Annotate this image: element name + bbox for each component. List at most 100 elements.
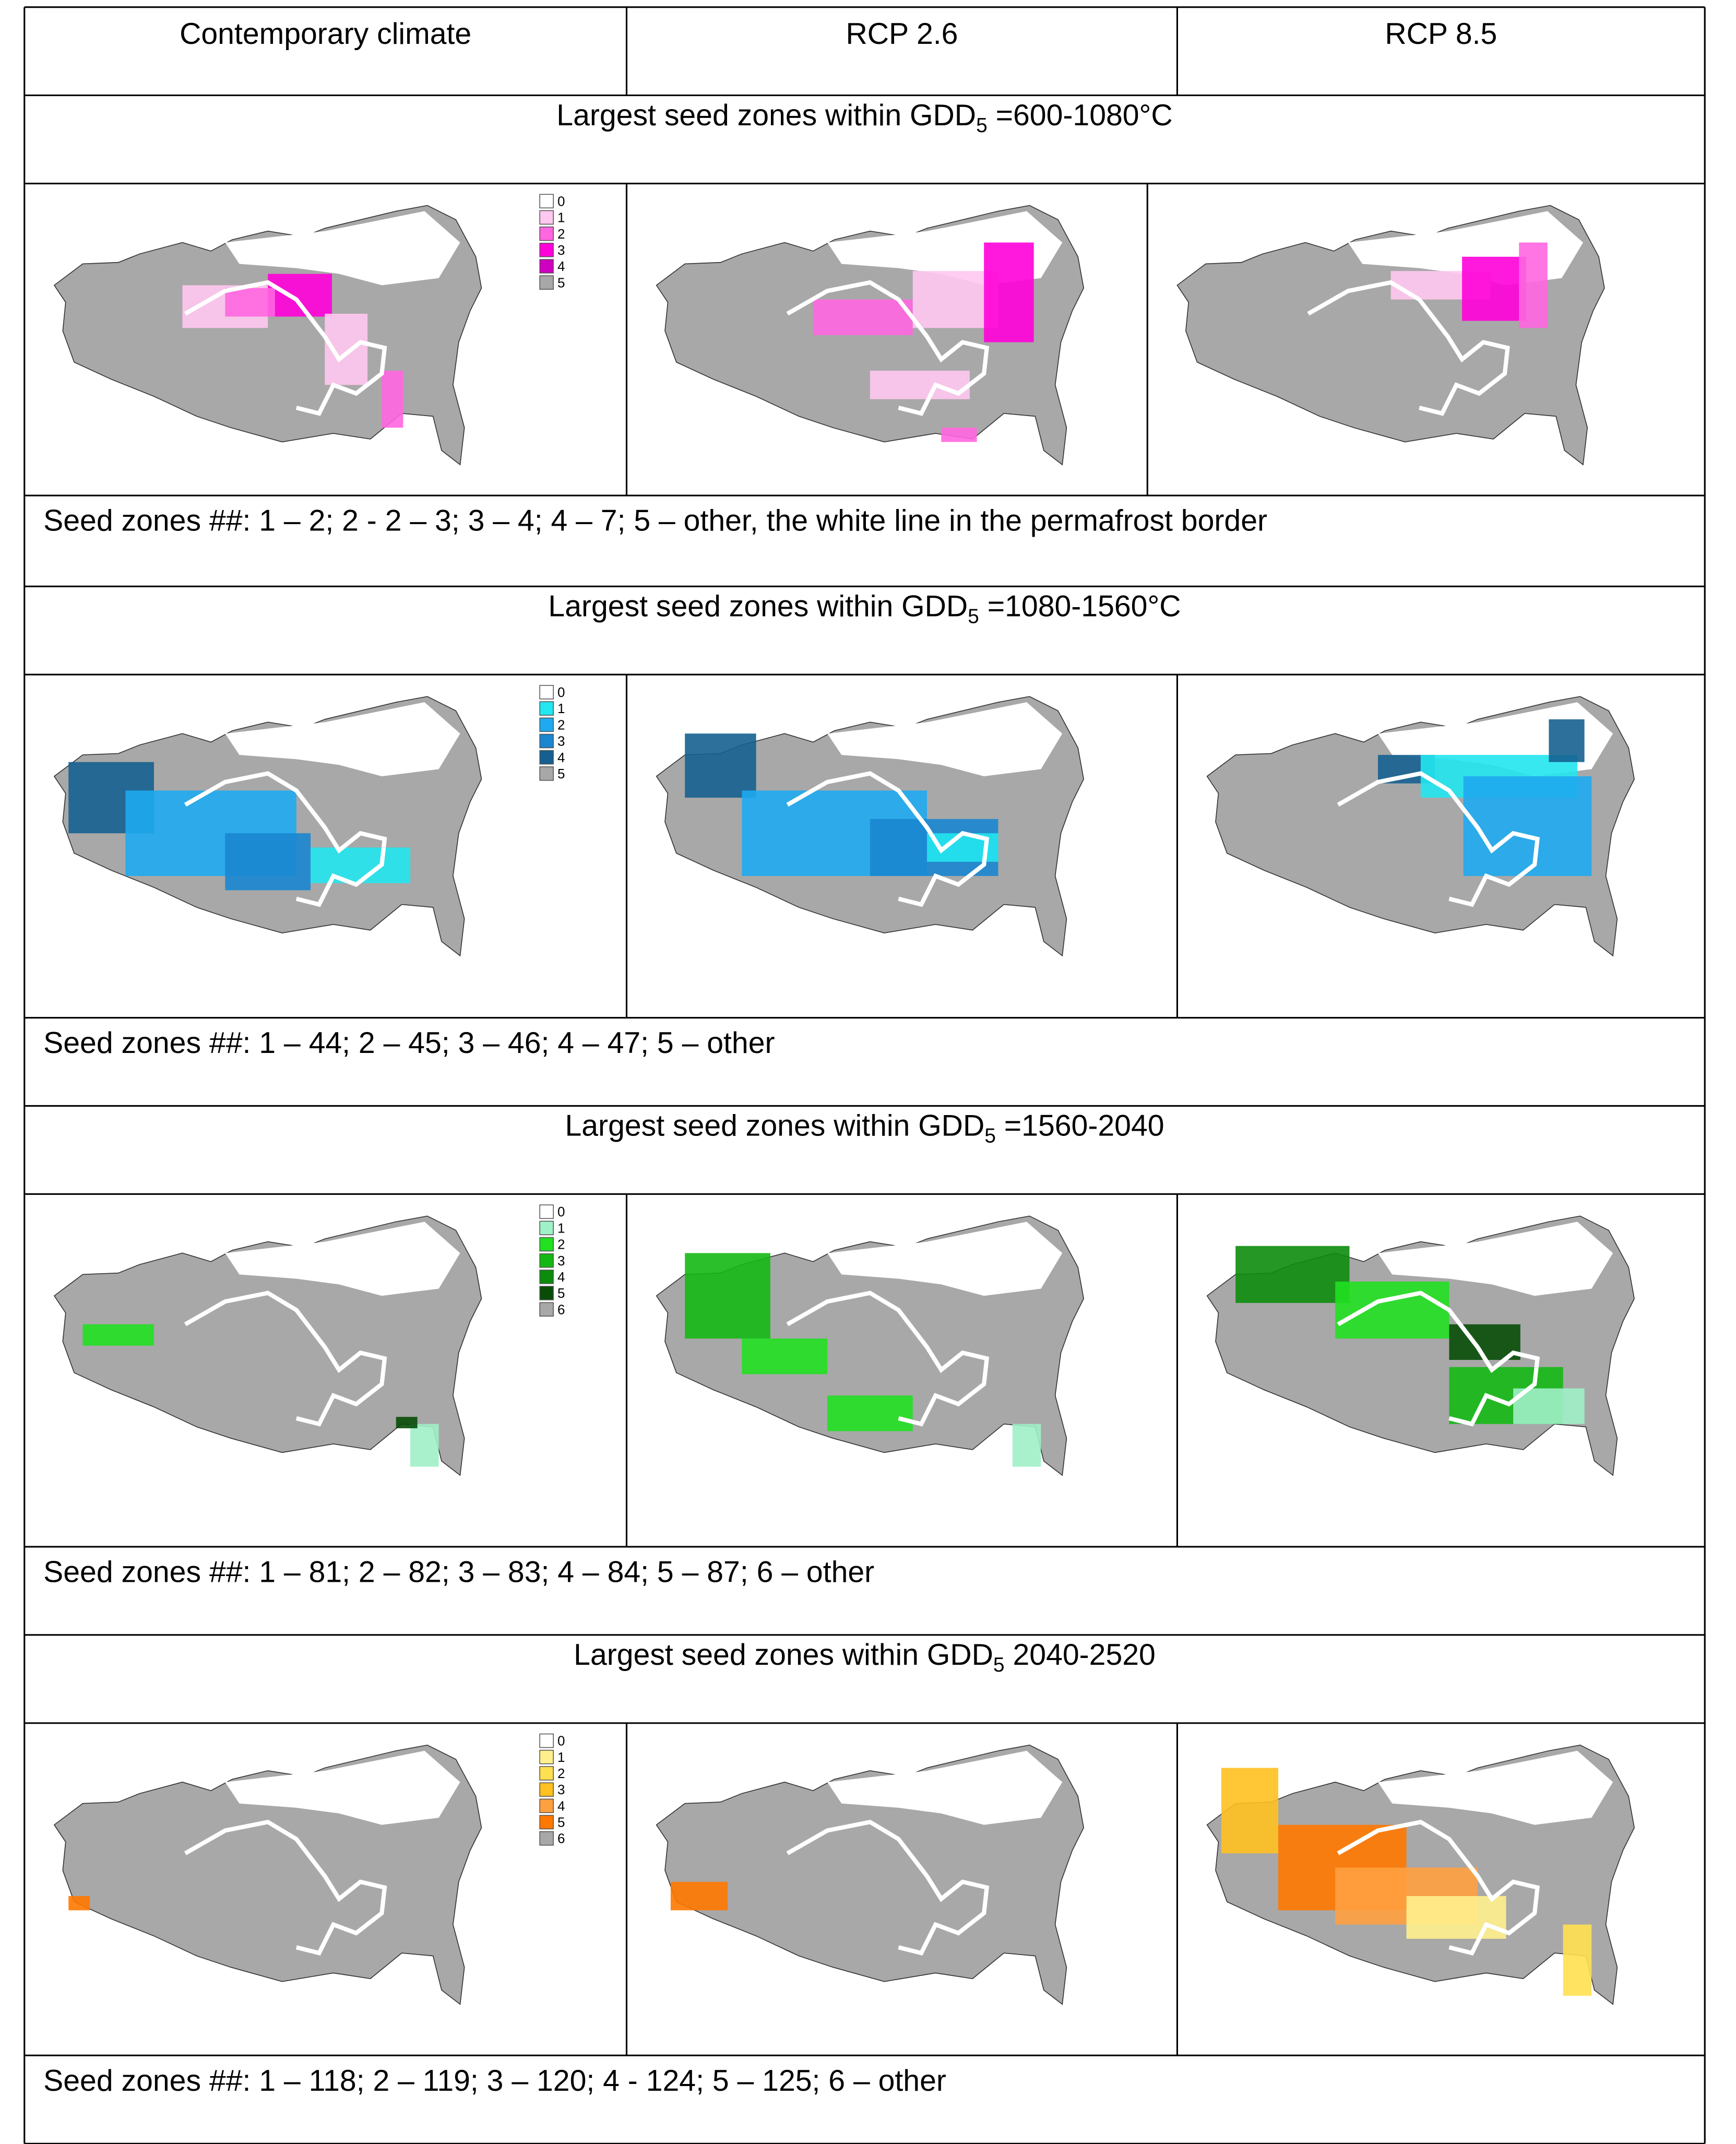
permafrost-border xyxy=(1337,771,1540,907)
column-header: RCP 2.6 xyxy=(846,17,958,51)
zone-patch xyxy=(68,1896,90,1911)
legend-label: 4 xyxy=(557,258,565,274)
arctic-area xyxy=(225,1222,460,1296)
zone-patch xyxy=(1549,719,1585,762)
section-title: Largest seed zones within GDD5 =600-1080… xyxy=(556,99,1172,137)
russia-map xyxy=(1206,696,1635,957)
legend-swatch xyxy=(539,1798,554,1814)
permafrost-border xyxy=(786,1290,990,1427)
legend-swatch xyxy=(539,733,554,749)
section-title: Largest seed zones within GDD5 2040-2520 xyxy=(574,1638,1156,1676)
legend-label: 6 xyxy=(557,1301,565,1317)
zone-patch xyxy=(1235,1246,1350,1303)
section-title: Largest seed zones within GDD5 =1080-156… xyxy=(548,589,1181,627)
permafrost-border xyxy=(184,1290,387,1427)
legend-label: 1 xyxy=(557,1220,565,1236)
zone-patch xyxy=(82,1324,154,1346)
zone-patch xyxy=(225,288,275,317)
section-title: Largest seed zones within GDD5 =1560-204… xyxy=(565,1109,1164,1147)
caption: Seed zones ##: 1 – 2; 2 - 2 – 3; 3 – 4; … xyxy=(43,504,1267,538)
title-text: Largest seed zones within GDD xyxy=(574,1638,993,1672)
legend-label: 0 xyxy=(557,193,565,209)
zone-patch xyxy=(813,299,913,335)
zone-patch xyxy=(685,733,756,798)
legend-label: 1 xyxy=(557,210,565,226)
title-text: Largest seed zones within GDD xyxy=(565,1109,984,1143)
legend-swatch xyxy=(539,1815,554,1830)
zone-patch xyxy=(1513,1388,1585,1424)
legend-swatch xyxy=(539,1237,554,1252)
russia-map xyxy=(53,1215,482,1476)
legend-label: 3 xyxy=(557,733,565,749)
arctic-area xyxy=(827,702,1063,777)
zone-patch xyxy=(382,371,403,428)
legend-swatch xyxy=(539,226,554,241)
permafrost-border xyxy=(786,771,990,907)
legend-swatch xyxy=(539,1733,554,1748)
permafrost-border xyxy=(184,280,387,416)
russia-map xyxy=(53,1744,482,2005)
zone-patch xyxy=(268,274,332,317)
russia-map xyxy=(1206,1215,1635,1476)
permafrost-border xyxy=(786,280,990,416)
zone-patch xyxy=(685,1253,770,1339)
legend-swatch xyxy=(539,275,554,290)
legend-swatch xyxy=(539,1204,554,1219)
legend-swatch xyxy=(539,1302,554,1317)
permafrost-border xyxy=(184,1819,387,1956)
title-text: 2040-2520 xyxy=(1005,1638,1156,1672)
legend-label: 4 xyxy=(557,1269,565,1285)
zone-patch xyxy=(984,242,1034,342)
legend-label: 1 xyxy=(557,701,565,716)
arctic-area xyxy=(225,702,460,777)
legend-label: 2 xyxy=(557,226,565,242)
legend-label: 0 xyxy=(557,1204,565,1219)
legend-swatch xyxy=(539,685,554,700)
legend-label: 1 xyxy=(557,1749,565,1765)
legend-swatch xyxy=(539,766,554,781)
legend-label: 3 xyxy=(557,242,565,258)
caption: Seed zones ##: 1 – 44; 2 – 45; 3 – 46; 4… xyxy=(43,1026,775,1060)
russia-map xyxy=(53,205,482,466)
permafrost-border xyxy=(1337,1290,1540,1427)
permafrost-border xyxy=(786,1819,990,1956)
zone-patch xyxy=(742,1338,828,1375)
column-header: RCP 8.5 xyxy=(1385,17,1497,51)
legend-swatch xyxy=(539,701,554,716)
legend-label: 6 xyxy=(557,1831,565,1846)
legend-label: 3 xyxy=(557,1782,565,1797)
legend-label: 3 xyxy=(557,1253,565,1269)
russia-map xyxy=(656,696,1085,957)
title-subscript: 5 xyxy=(993,1654,1005,1676)
zone-patch xyxy=(670,1881,728,1911)
legend-swatch xyxy=(539,1221,554,1236)
title-text: =600-1080°C xyxy=(988,99,1173,132)
zone-patch xyxy=(1463,776,1592,876)
legend-swatch xyxy=(539,1270,554,1284)
legend-label: 5 xyxy=(557,1815,565,1830)
legend-swatch xyxy=(539,1253,554,1268)
russia-map xyxy=(1206,1744,1635,2005)
legend-label: 4 xyxy=(557,1798,565,1814)
caption: Seed zones ##: 1 – 81; 2 – 82; 3 – 83; 4… xyxy=(43,1556,874,1589)
title-text: Largest seed zones within GDD xyxy=(556,99,976,132)
legend-label: 2 xyxy=(557,717,565,732)
legend-label: 4 xyxy=(557,750,565,765)
legend-swatch xyxy=(539,750,554,765)
legend-swatch xyxy=(539,1286,554,1300)
russia-map xyxy=(656,205,1085,466)
zone-patch xyxy=(311,847,411,883)
legend-swatch xyxy=(539,259,554,274)
zone-patch xyxy=(225,833,311,891)
title-text: =1080-1560°C xyxy=(979,589,1181,623)
title-text: =1560-2040 xyxy=(996,1109,1164,1143)
russia-map xyxy=(656,1744,1085,2005)
zone-patch xyxy=(1335,1281,1449,1339)
zone-patch xyxy=(870,371,970,399)
zone-patch xyxy=(1221,1768,1279,1854)
arctic-area xyxy=(1378,1222,1613,1296)
title-text: Largest seed zones within GDD xyxy=(548,589,968,623)
zone-patch xyxy=(1012,1424,1041,1467)
